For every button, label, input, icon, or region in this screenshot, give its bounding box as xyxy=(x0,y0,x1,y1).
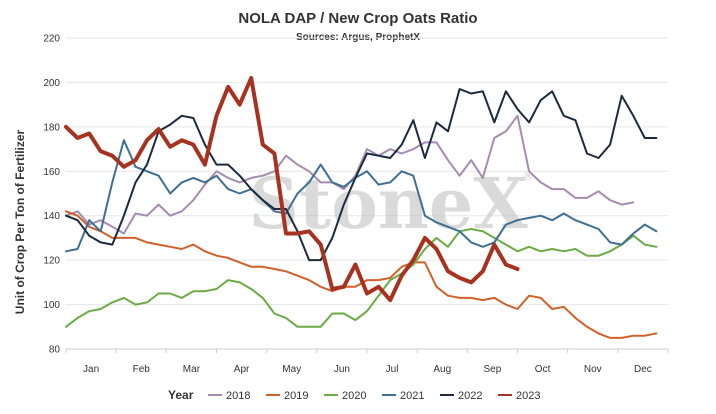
x-tick-label-apr: Apr xyxy=(234,364,250,375)
x-tick-label-jan: Jan xyxy=(83,364,99,375)
y-tick-label: 100 xyxy=(43,300,60,311)
x-tick-label-mar: Mar xyxy=(183,364,201,375)
chart-title: NOLA DAP / New Crop Oats Ratio xyxy=(238,10,477,27)
series-line-2020 xyxy=(65,228,658,328)
legend-label-2023: 2023 xyxy=(516,390,540,402)
x-tick-label-sep: Sep xyxy=(484,364,502,375)
legend: Year 2018 2019 2020 2021 2022 2023 xyxy=(168,388,540,402)
y-tick-label: 120 xyxy=(43,256,60,267)
y-tick-label: 140 xyxy=(43,211,60,222)
series-line-2021 xyxy=(65,139,658,253)
axes: 80 100 120 140 160 180 200 220 Jan Feb Mar Apr May Ju… xyxy=(43,34,669,375)
watermark-registered-mark: ® xyxy=(522,169,534,183)
series-line-2022 xyxy=(65,88,658,262)
x-tick-label-dec: Dec xyxy=(634,364,652,375)
x-tick-label-feb: Feb xyxy=(133,364,151,375)
series-line-2023 xyxy=(64,76,520,303)
x-tick-label-nov: Nov xyxy=(584,364,602,375)
y-tick-label: 180 xyxy=(43,122,60,133)
legend-label-2019: 2019 xyxy=(284,390,308,402)
legend-label-2018: 2018 xyxy=(226,390,250,402)
y-axis-label: Unit of Crop Per Ton of Fertilizer xyxy=(13,129,27,314)
legend-label-2021: 2021 xyxy=(400,390,424,402)
y-tick-label: 80 xyxy=(49,345,61,356)
legend-label-2020: 2020 xyxy=(342,390,366,402)
x-tick-label-may: May xyxy=(282,364,301,375)
y-tick-label: 220 xyxy=(43,34,60,45)
y-tick-label: 200 xyxy=(43,78,60,89)
x-tick-label-jun: Jun xyxy=(334,364,350,375)
series xyxy=(64,76,658,339)
legend-title: Year xyxy=(168,388,194,402)
y-tick-label: 160 xyxy=(43,167,60,178)
x-tick-label-jul: Jul xyxy=(386,364,399,375)
x-tick-label-aug: Aug xyxy=(433,364,451,375)
x-tick-label-oct: Oct xyxy=(535,364,551,375)
legend-label-2022: 2022 xyxy=(458,390,482,402)
